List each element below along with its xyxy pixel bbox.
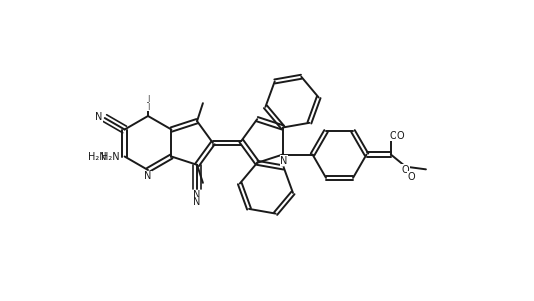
Text: N: N bbox=[193, 197, 201, 207]
Text: N: N bbox=[280, 156, 287, 166]
Text: |: | bbox=[147, 95, 149, 102]
Text: O: O bbox=[407, 172, 415, 182]
Text: H₂N: H₂N bbox=[101, 151, 120, 162]
Text: O: O bbox=[397, 131, 404, 141]
Text: N: N bbox=[193, 190, 201, 200]
Text: O: O bbox=[402, 165, 410, 175]
Text: N: N bbox=[95, 113, 103, 123]
Text: N: N bbox=[95, 112, 103, 122]
Text: O: O bbox=[389, 131, 397, 141]
Text: H₂N: H₂N bbox=[88, 151, 107, 162]
Text: N: N bbox=[144, 171, 152, 181]
Text: |: | bbox=[147, 104, 149, 110]
